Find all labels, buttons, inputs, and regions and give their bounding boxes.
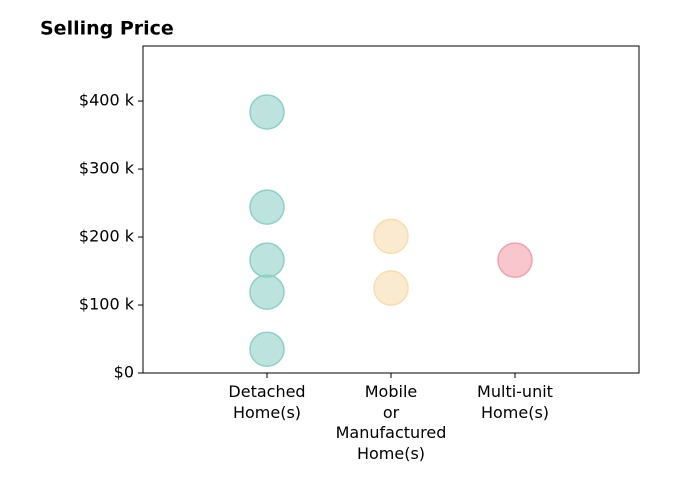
point	[497, 242, 533, 278]
point	[249, 94, 285, 130]
chart-title: Selling Price	[40, 18, 174, 40]
x-tick-label: Multi-unit Home(s)	[477, 382, 553, 422]
y-tick-label: $0	[114, 363, 134, 382]
y-tick-label: $400 k	[79, 91, 135, 110]
y-tick-label: $300 k	[79, 159, 135, 178]
x-tick-label: Detached Home(s)	[228, 382, 306, 422]
point	[373, 218, 409, 255]
point	[249, 331, 285, 367]
plot-frame	[142, 45, 640, 374]
point	[249, 274, 285, 310]
x-tick-label: Mobile or Manufactured Home(s)	[335, 382, 447, 463]
point	[249, 189, 285, 225]
y-tick-label: $100 k	[79, 295, 135, 314]
point	[249, 242, 285, 278]
y-tick-label: $200 k	[79, 227, 135, 246]
point	[373, 270, 409, 306]
